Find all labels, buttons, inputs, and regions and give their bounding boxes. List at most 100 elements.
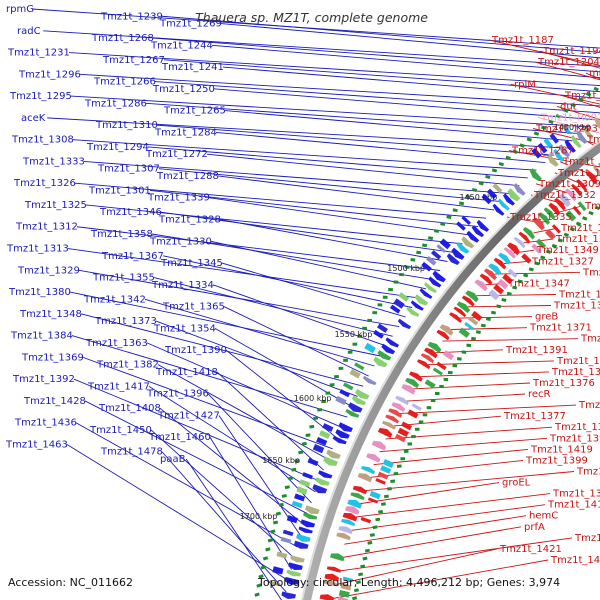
left-leader-line bbox=[144, 298, 375, 367]
gc-skew-mark bbox=[523, 273, 529, 278]
reverse-gene-arrow bbox=[456, 301, 471, 314]
reverse-gene-arrow bbox=[436, 329, 450, 341]
forward-gene-arrow bbox=[594, 117, 600, 129]
right-gene-label: Tmz1t_1293 bbox=[535, 124, 598, 135]
gc-skew-mark bbox=[480, 323, 486, 328]
forward-cog-block bbox=[461, 215, 471, 225]
reverse-gene-arrow bbox=[548, 202, 561, 216]
left-leader-line bbox=[154, 81, 600, 114]
gc-skew-mark bbox=[410, 258, 416, 262]
forward-gene-arrow bbox=[294, 540, 309, 549]
scale-tick-label: 1700 kbp bbox=[240, 512, 278, 521]
forward-cog-block bbox=[299, 479, 311, 488]
left-leader-line bbox=[152, 37, 600, 73]
map-title: Thauera sp. MZ1T, complete genome bbox=[195, 10, 428, 25]
gc-skew-mark bbox=[461, 350, 467, 354]
left-gene-label: Tmz1t_1328 bbox=[158, 214, 221, 225]
forward-gene-arrow bbox=[406, 306, 420, 317]
gc-skew-mark bbox=[498, 162, 504, 167]
right-gene-label: Tmz1t_1391 bbox=[505, 345, 568, 356]
forward-cog-block bbox=[296, 486, 308, 495]
forward-cog-block bbox=[486, 188, 498, 199]
left-leader-line bbox=[84, 400, 309, 515]
gc-skew-mark bbox=[416, 250, 422, 255]
forward-gene-arrow bbox=[286, 569, 301, 577]
reverse-gene-arrow bbox=[465, 290, 479, 303]
right-gene-label: Tmz1t_1376 bbox=[532, 378, 595, 389]
left-gene-label: Tmz1t_1339 bbox=[147, 193, 210, 204]
forward-gene-arrow bbox=[332, 435, 347, 445]
forward-gene-arrow bbox=[381, 343, 396, 355]
left-gene-label: Tmz1t_1355 bbox=[92, 273, 155, 284]
accession-label: Accession: NC_011662 bbox=[8, 576, 134, 589]
reverse-cog-block bbox=[375, 478, 386, 485]
right-gene-label: Tmz1t_1371 bbox=[529, 323, 592, 334]
reverse-gene-arrow bbox=[405, 377, 420, 389]
scale-tick-label: 1450 kbp bbox=[459, 193, 497, 202]
right-leader-line bbox=[357, 482, 500, 505]
gc-skew-mark bbox=[434, 229, 440, 233]
left-gene-label: Tmz1t_1325 bbox=[24, 200, 87, 211]
forward-gene-arrow bbox=[456, 242, 470, 254]
right-leader-line bbox=[488, 39, 600, 66]
right-gene-label: Tmz1t_1398 bbox=[549, 433, 600, 444]
gc-skew-mark bbox=[594, 205, 600, 211]
forward-gene-arrow bbox=[582, 126, 594, 140]
forward-cog-block bbox=[421, 261, 432, 272]
scale-tick-label: 1550 kbp bbox=[335, 330, 373, 339]
forward-gene-arrow bbox=[547, 153, 559, 167]
reverse-cog-block bbox=[464, 321, 475, 331]
gc-skew-mark bbox=[569, 227, 576, 232]
right-gene-label: Tmz1t_1318 bbox=[560, 223, 600, 234]
left-gene-label: Tmz1t_1296 bbox=[18, 69, 81, 80]
left-gene-label: Tmz1t_1367 bbox=[101, 251, 164, 262]
left-gene-label: Tmz1t_1239 bbox=[100, 11, 163, 22]
reverse-cog-block bbox=[577, 201, 587, 212]
right-leader-line bbox=[476, 294, 557, 297]
forward-cog-block bbox=[398, 292, 410, 302]
forward-gene-arrow bbox=[303, 512, 318, 520]
forward-cog-block bbox=[549, 133, 559, 144]
left-leader-line bbox=[162, 255, 413, 308]
right-gene-label: Tmz1t_1379 bbox=[576, 467, 600, 478]
reverse-gene-arrow bbox=[385, 414, 399, 424]
left-leader-line bbox=[155, 320, 358, 397]
right-gene-label: Tmz1t_1347 bbox=[507, 278, 570, 289]
reverse-gene-arrow bbox=[352, 485, 367, 495]
forward-gene-arrow bbox=[428, 276, 442, 288]
left-gene-label: Tmz1t_1436 bbox=[14, 418, 77, 429]
forward-gene-arrow bbox=[288, 562, 303, 570]
left-leader-line bbox=[73, 378, 320, 482]
gc-skew-mark bbox=[375, 517, 381, 522]
reverse-gene-arrow bbox=[377, 427, 393, 438]
forward-gene-arrow bbox=[476, 219, 490, 232]
gc-skew-mark bbox=[256, 583, 262, 588]
reverse-gene-arrow bbox=[488, 263, 502, 276]
right-gene-label: recR bbox=[528, 389, 551, 400]
gc-skew-mark bbox=[575, 221, 582, 226]
left-gene-label: Tmz1t_1250 bbox=[152, 84, 215, 95]
forward-gene-arrow bbox=[451, 247, 465, 260]
leader-lines bbox=[32, 8, 600, 600]
gc-skew-mark bbox=[446, 215, 452, 219]
reverse-gene-arrow bbox=[357, 473, 373, 483]
forward-gene-arrow bbox=[338, 422, 353, 432]
gc-skew-mark bbox=[582, 216, 588, 221]
left-gene-label: Tmz1t_1408 bbox=[98, 403, 161, 414]
left-gene-label: radC bbox=[17, 26, 41, 37]
left-gene-label: Tmz1t_1267 bbox=[102, 55, 165, 66]
left-gene-label: Tmz1t_1346 bbox=[99, 207, 162, 218]
left-leader-line bbox=[206, 153, 520, 187]
left-leader-line bbox=[80, 313, 364, 387]
forward-gene-arrow bbox=[362, 375, 377, 386]
left-gene-label: rpmG bbox=[6, 4, 34, 15]
forward-cog-block bbox=[335, 395, 347, 406]
reverse-gene-arrow bbox=[326, 566, 341, 573]
forward-gene-arrow bbox=[281, 591, 296, 599]
left-gene-label: aceK bbox=[21, 113, 46, 124]
left-leader-line bbox=[160, 211, 456, 254]
gc-skew-mark bbox=[557, 238, 563, 243]
right-gene-label: groEL bbox=[502, 478, 531, 489]
